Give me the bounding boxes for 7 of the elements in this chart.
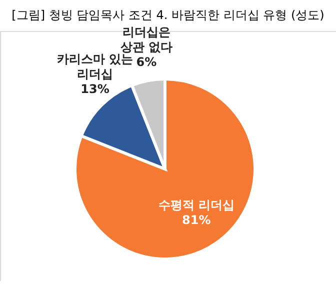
slice-label: 리더십은 상관 없다 [119, 24, 173, 54]
slice-label: 수평적 리더십 [158, 198, 234, 212]
data-label: 13% [80, 82, 110, 96]
chart-title: [그림] 청빙 담임목사 조건 4. 바람직한 리더십 유형 (성도) [12, 8, 324, 22]
data-label: 6% [136, 54, 157, 69]
slice-label: 카리스마 있는 리더십 [56, 52, 134, 81]
data-label: 81% [182, 213, 211, 228]
